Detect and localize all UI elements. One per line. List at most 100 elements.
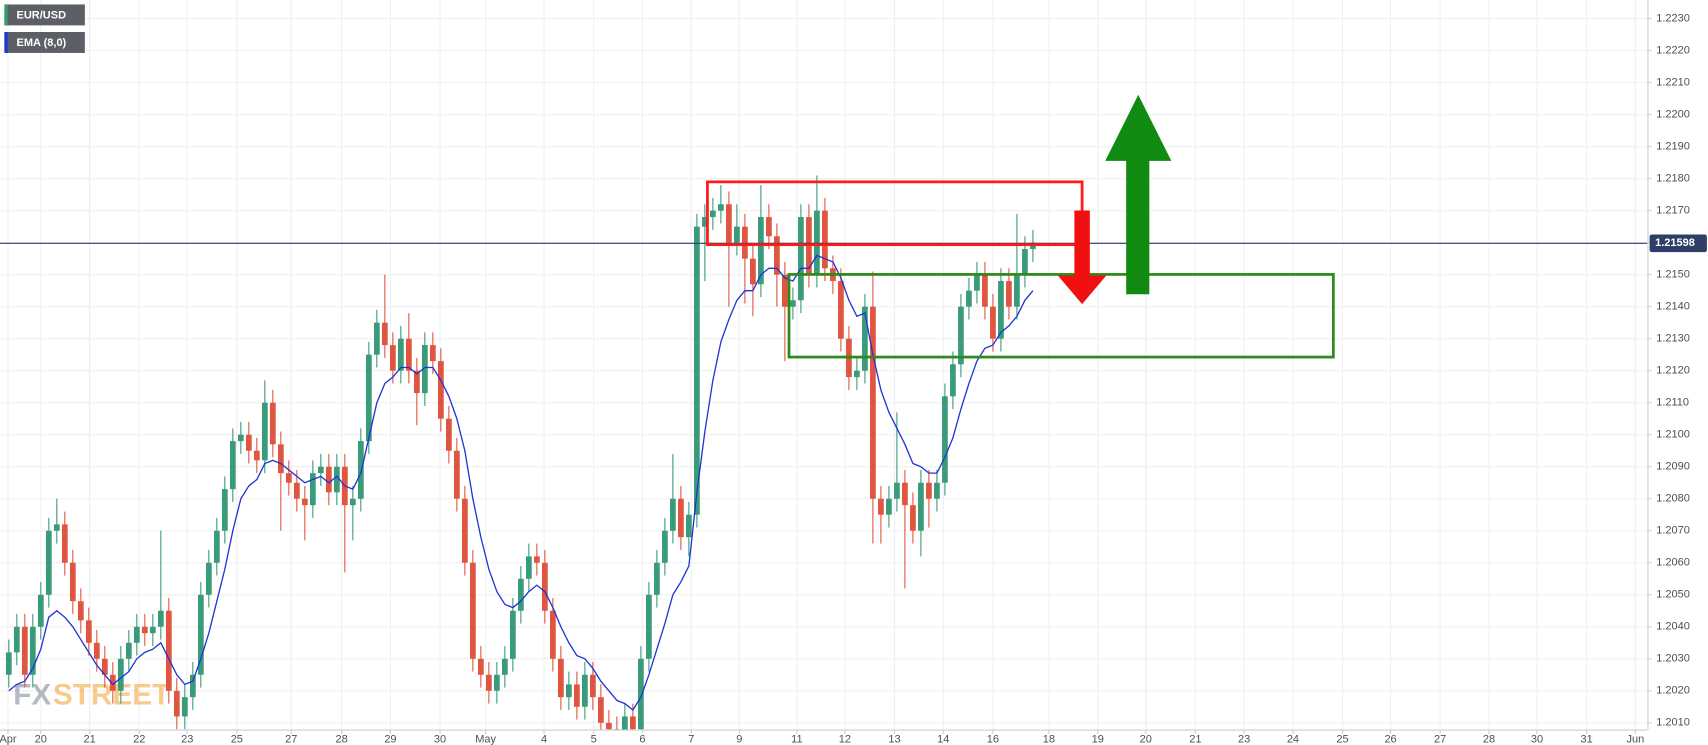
x-tick-label: 27 (285, 733, 297, 745)
candle-body (942, 396, 948, 483)
x-tick-label: 23 (1238, 733, 1250, 745)
x-tick-label: 16 (987, 733, 999, 745)
candle-body (694, 226, 700, 515)
x-tick-label: Apr (0, 733, 17, 745)
x-tick-label: 19 (1092, 733, 1104, 745)
candle-body (13, 626, 20, 653)
candle-body (582, 674, 588, 707)
candle-body (477, 658, 484, 675)
candle-body (389, 345, 396, 371)
y-tick-label: 1.2170 (1656, 205, 1690, 217)
candle-body (854, 370, 860, 378)
x-tick-label: Jun (1627, 733, 1645, 745)
candle-body (381, 322, 388, 346)
candle-body (405, 338, 412, 371)
x-tick-label: 26 (1384, 733, 1396, 745)
candle-body (590, 674, 596, 698)
candle-body (285, 473, 292, 483)
y-tick-label: 1.2020 (1656, 685, 1690, 697)
x-tick-label: 30 (1531, 733, 1543, 745)
candle-body (317, 466, 324, 474)
candle-body (966, 290, 972, 307)
candle-body (822, 210, 828, 269)
candle-body (21, 626, 28, 675)
candle-body (958, 306, 964, 365)
candle-body (702, 217, 708, 227)
candle-body (998, 281, 1004, 339)
candle-body (245, 434, 252, 451)
candle-body (301, 498, 308, 506)
y-tick-label: 1.2070 (1656, 525, 1690, 537)
candle-body (69, 562, 76, 602)
candle-body (117, 658, 124, 691)
candle-body (670, 498, 676, 531)
x-tick-label: 9 (736, 733, 742, 745)
candle-body (173, 690, 180, 717)
candle-body (646, 594, 652, 659)
candle-body (598, 697, 604, 723)
y-tick-label: 1.2130 (1656, 333, 1690, 345)
candle-body (53, 524, 60, 531)
candle-body (445, 418, 452, 451)
candle-body (469, 562, 476, 659)
candle-body (662, 530, 668, 563)
y-tick-label: 1.2120 (1656, 365, 1690, 377)
candle-body (782, 274, 788, 307)
candle-body (325, 466, 332, 493)
x-tick-label: 28 (336, 733, 348, 745)
x-tick-label: 20 (35, 733, 47, 745)
grid (0, 0, 1648, 730)
ema-line (8, 254, 1034, 711)
candle-body (229, 441, 236, 490)
legend-box (4, 4, 85, 26)
candle-body (606, 722, 612, 730)
candle-body (974, 274, 980, 291)
candle-body (678, 498, 684, 538)
candle-body (790, 300, 796, 307)
y-tick-label: 1.2140 (1656, 301, 1690, 313)
y-tick-label: 1.2010 (1656, 717, 1690, 729)
candle-body (149, 626, 156, 634)
y-tick-label: 1.2190 (1656, 141, 1690, 153)
candle-body (261, 402, 268, 461)
candle-body (429, 345, 436, 362)
y-tick-label: 1.2210 (1656, 77, 1690, 89)
candle-body (133, 626, 140, 643)
candle-body (766, 217, 772, 237)
candle-body (29, 626, 36, 675)
candle-body (493, 674, 500, 691)
candle-body (990, 306, 996, 339)
candle-body (165, 610, 172, 691)
candle-body (93, 642, 100, 659)
candle-body (157, 610, 164, 627)
candle-body (517, 578, 524, 611)
candle-body (894, 482, 900, 499)
candle-body (934, 482, 940, 499)
y-tick-label: 1.2230 (1656, 13, 1690, 25)
candle-body (950, 364, 956, 397)
candle-body (862, 306, 868, 371)
candle-body (397, 338, 404, 371)
axes: 1.2010 1.2020 1.2030 1.2040 1.2050 1.2060 1.20… (0, 13, 1707, 745)
plot-area (0, 175, 1648, 730)
x-tick-label: 22 (133, 733, 145, 745)
candle-body (750, 258, 756, 285)
candle-body (85, 620, 92, 643)
candle-body (125, 642, 132, 659)
x-tick-label: 21 (1189, 733, 1201, 745)
candle-body (333, 466, 340, 493)
x-tick-label: 25 (231, 733, 243, 745)
x-tick-label: 20 (1140, 733, 1152, 745)
candle-body (213, 530, 220, 563)
x-tick-label: 24 (1287, 733, 1299, 745)
candle-body (309, 473, 316, 506)
y-tick-label: 1.2220 (1656, 45, 1690, 57)
candle-body (221, 489, 228, 531)
candle-body (774, 236, 780, 275)
legend-swatch (4, 32, 8, 53)
x-tick-label: 23 (181, 733, 193, 745)
y-tick-label: 1.2030 (1656, 653, 1690, 665)
candle-body (734, 226, 740, 243)
candle-body (37, 594, 44, 627)
